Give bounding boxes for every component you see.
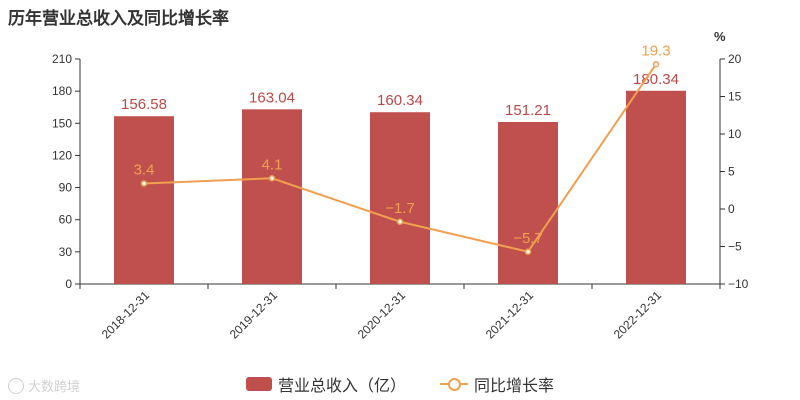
legend-item-growth[interactable]: 同比增长率 [440,372,554,396]
y-left-tick-label: 90 [59,181,73,195]
revenue-bar-value-label: 151.21 [505,102,551,119]
y-left-tick-label: 60 [59,213,73,227]
revenue-bar-value-label: 160.34 [377,92,423,109]
watermark: 大数跨境 [8,376,80,395]
revenue-bar [114,116,174,284]
growth-rate-point [524,248,532,255]
y-left-tick-label: 30 [59,245,73,259]
y-right-tick-label: 15 [728,90,742,104]
y-left-tick-label: 180 [52,84,72,98]
x-tick-label: 2018-12-31 [99,288,153,342]
legend-item-revenue[interactable]: 营业总收入（亿） [245,372,406,396]
chart-title: 历年营业总收入及同比增长率 [8,9,229,28]
growth-rate-value-label: 4.1 [262,156,283,173]
revenue-bar [626,90,686,285]
x-tick-label: 2019-12-31 [227,288,281,342]
growth-rate-point [652,61,660,68]
y-left-tick-label: 0 [65,277,72,291]
y-right-tick-label: 5 [728,165,735,179]
y-left-tick-label: 150 [52,116,72,130]
watermark-text: 大数跨境 [28,379,81,394]
y-right-tick-label: 0 [728,202,735,216]
x-tick-label: 2020-12-31 [355,288,409,342]
revenue-bar [242,109,302,284]
y-right-tick-label: −10 [728,277,749,291]
revenue-bar-value-label: 180.34 [633,71,679,88]
revenue-bar [498,121,558,284]
y-left-tick-label: 210 [52,52,72,66]
growth-rate-value-label: 3.4 [134,162,155,179]
growth-rate-value-label: 19.3 [641,42,670,59]
y-right-tick-label: 20 [728,52,742,66]
revenue-bar [370,112,430,284]
growth-rate-value-label: −5.7 [513,230,543,247]
growth-rate-point [268,175,276,182]
revenue-bar-value-label: 163.04 [249,89,295,106]
legend-revenue-label: 营业总收入（亿） [277,378,406,395]
y-left-tick-label: 120 [52,148,72,162]
legend-bar-swatch [245,377,272,391]
growth-rate-point [396,218,404,225]
legend-growth-label: 同比增长率 [474,378,555,395]
legend: 营业总收入（亿） 同比增长率 [0,372,800,396]
y-right-tick-label: 10 [728,127,742,141]
legend-line-swatch [440,377,468,391]
x-tick-label: 2021-12-31 [483,288,537,342]
watermark-logo-icon [8,377,24,394]
y-right-unit-label: % [714,29,726,44]
x-tick-label: 2022-12-31 [611,288,665,342]
growth-rate-value-label: −1.7 [385,200,415,217]
growth-rate-point [140,180,148,187]
revenue-bar-value-label: 156.58 [121,96,167,113]
y-right-tick-label: −5 [728,240,742,254]
